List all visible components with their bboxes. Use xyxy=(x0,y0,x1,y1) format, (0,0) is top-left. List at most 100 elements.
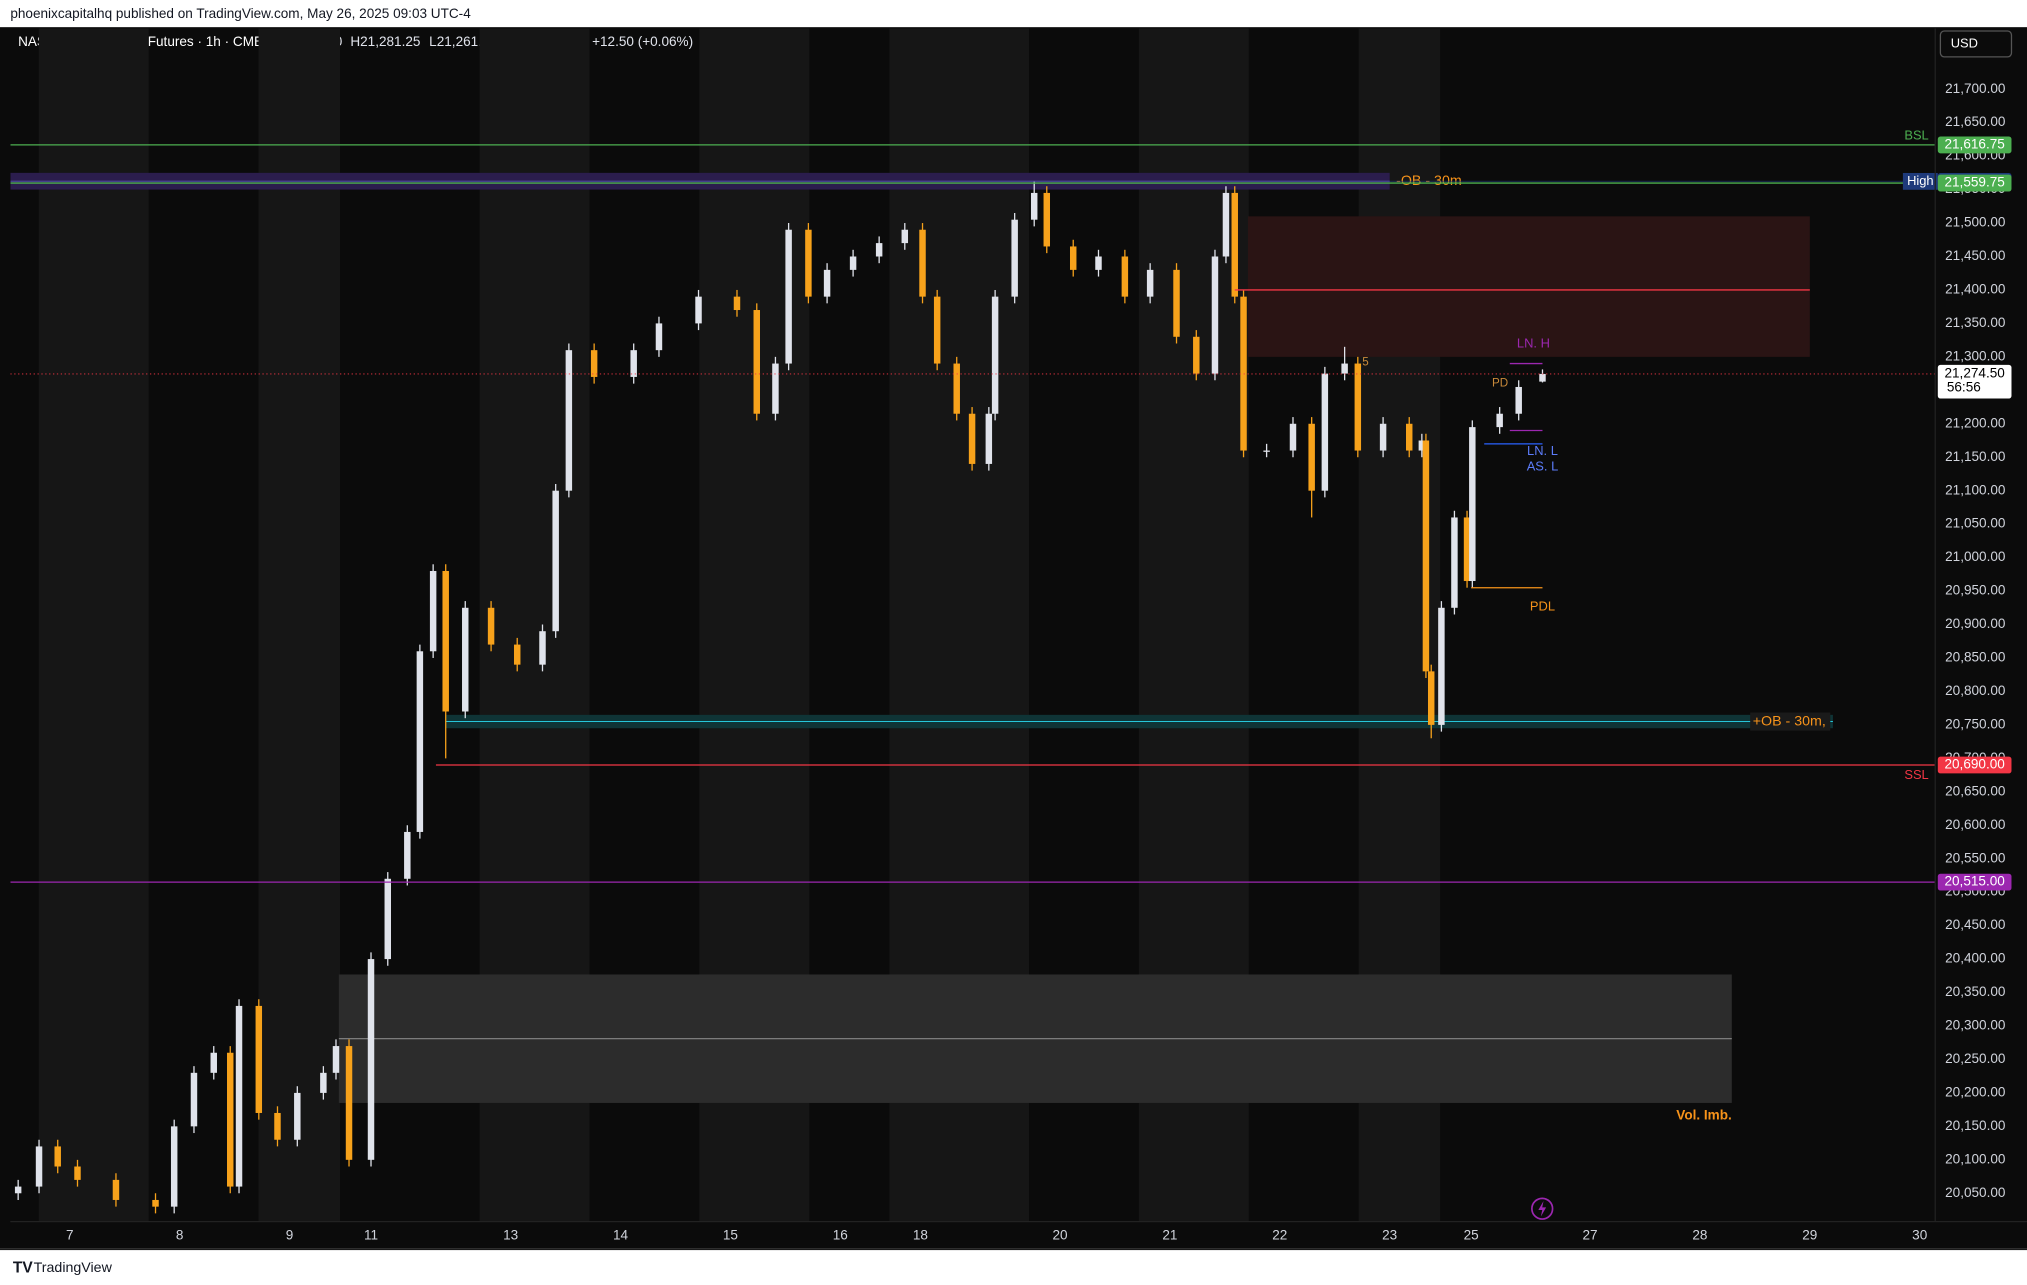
alert-icon[interactable] xyxy=(1531,1197,1554,1220)
y-tick-label: 21,350.00 xyxy=(1945,315,2006,330)
alert-bolt xyxy=(1538,1200,1547,1217)
y-tick-label: 21,200.00 xyxy=(1945,415,2006,430)
price-label: 20,690.00 xyxy=(1944,757,2005,772)
candle-body xyxy=(991,296,999,414)
candle-body xyxy=(14,1186,22,1194)
y-tick-label: 20,150.00 xyxy=(1945,1118,2006,1133)
x-tick-label: 18 xyxy=(913,1227,928,1242)
candle-body xyxy=(1263,450,1270,452)
candle-body xyxy=(1146,269,1154,297)
candle-body xyxy=(1341,363,1348,374)
candle-body xyxy=(170,1126,178,1207)
price-change: +12.50 (+0.06%) xyxy=(592,34,693,49)
candle-body xyxy=(35,1146,43,1187)
candle-body xyxy=(823,269,831,297)
candle-body xyxy=(552,490,559,632)
candle-body xyxy=(1463,517,1471,582)
y-tick-label: 20,950.00 xyxy=(1945,583,2006,598)
candle-body xyxy=(630,350,637,377)
candle-body xyxy=(1321,373,1329,491)
y-tick-label: 21,700.00 xyxy=(1945,81,2006,96)
price-label: 21,559.75 xyxy=(1944,175,2004,190)
candle-body xyxy=(590,350,598,377)
candle-body xyxy=(919,229,926,297)
candle-body xyxy=(933,296,941,364)
x-tick-label: 28 xyxy=(1692,1227,1707,1242)
candle-body xyxy=(112,1179,120,1200)
candle-body xyxy=(849,256,857,270)
candle-body xyxy=(1438,607,1445,725)
x-tick-label: 8 xyxy=(176,1227,184,1242)
candle-body xyxy=(404,831,411,879)
y-tick-label: 21,050.00 xyxy=(1945,516,2006,531)
x-tick-label: 15 xyxy=(723,1227,738,1242)
candle-body xyxy=(1418,440,1426,451)
candle-body xyxy=(1496,413,1503,428)
candle-body xyxy=(274,1112,281,1140)
zone-tag: Vol. Imb. xyxy=(1676,1107,1732,1122)
candle-body xyxy=(152,1199,159,1207)
candle-body xyxy=(367,959,375,1160)
x-tick-label: 9 xyxy=(286,1227,294,1242)
last-price-label: 21,274.50 xyxy=(1944,366,2005,381)
candle-body xyxy=(1469,427,1476,582)
x-tick-label: 21 xyxy=(1162,1227,1177,1242)
candle-body xyxy=(74,1166,81,1180)
candle-body xyxy=(235,1005,243,1187)
x-tick-label: 7 xyxy=(66,1227,74,1242)
candle-body xyxy=(1043,192,1051,247)
price-label: 20,515.00 xyxy=(1944,874,2005,889)
y-tick-label: 20,600.00 xyxy=(1945,817,2006,832)
x-tick-label: 20 xyxy=(1052,1227,1068,1242)
candle-body xyxy=(1193,336,1200,374)
candle-body xyxy=(384,878,391,960)
candle-body xyxy=(1405,423,1413,451)
candle-body xyxy=(733,296,741,311)
candle-body xyxy=(1354,363,1362,451)
high-tag: High xyxy=(1907,173,1934,188)
candle-body xyxy=(294,1092,301,1140)
annotation: PD xyxy=(1492,377,1508,390)
candle-body xyxy=(901,229,909,244)
level-tag: AS. L xyxy=(1527,459,1559,474)
candle-body xyxy=(210,1052,217,1073)
currency-button[interactable] xyxy=(1939,30,2013,58)
y-tick-label: 20,900.00 xyxy=(1945,616,2006,631)
countdown-label: 56:56 xyxy=(1947,380,1981,395)
candle-body xyxy=(785,229,792,364)
candle-body xyxy=(1095,256,1102,270)
last-price-bg xyxy=(1937,364,2012,399)
candle-body xyxy=(985,413,993,464)
zone-tag: +OB - 30m, xyxy=(1753,713,1826,729)
y-tick-label: 20,100.00 xyxy=(1945,1151,2006,1166)
level-tag: LN. L xyxy=(1527,443,1558,458)
candle-body xyxy=(695,296,702,324)
candle-body xyxy=(565,350,573,491)
y-tick-label: 20,250.00 xyxy=(1945,1051,2006,1066)
candle-body xyxy=(1030,192,1038,220)
y-tick-label: 21,000.00 xyxy=(1945,549,2006,564)
candle-body xyxy=(1308,423,1315,491)
candle-body xyxy=(772,363,779,414)
y-tick-label: 21,300.00 xyxy=(1945,348,2006,363)
high-tag-bg xyxy=(1902,172,1938,190)
x-tick-label: 29 xyxy=(1802,1227,1817,1242)
y-tick-label: 21,400.00 xyxy=(1945,282,2006,297)
y-tick-label: 20,750.00 xyxy=(1945,716,2006,731)
candle-body xyxy=(1011,219,1018,297)
x-tick-label: 30 xyxy=(1912,1227,1928,1242)
candle-body xyxy=(255,1005,263,1113)
y-tick-label: 20,300.00 xyxy=(1945,1018,2006,1033)
x-tick-label: 27 xyxy=(1583,1227,1598,1242)
candle-body xyxy=(1422,440,1430,672)
candle-body xyxy=(1211,256,1219,374)
y-tick-label: 21,100.00 xyxy=(1945,482,2006,497)
plot-area: -OB - 30m+OB - 30m,Vol. Imb.BSLSSLPDLLN.… xyxy=(10,28,1936,1222)
price-label-bg xyxy=(1937,136,2012,154)
x-tick-label: 16 xyxy=(833,1227,848,1242)
y-tick-label: 20,350.00 xyxy=(1945,984,2006,999)
candle-body xyxy=(1515,386,1522,414)
level-tag: SSL xyxy=(1904,767,1928,782)
candle-body xyxy=(416,651,424,832)
y-tick-label: 21,650.00 xyxy=(1945,114,2006,129)
